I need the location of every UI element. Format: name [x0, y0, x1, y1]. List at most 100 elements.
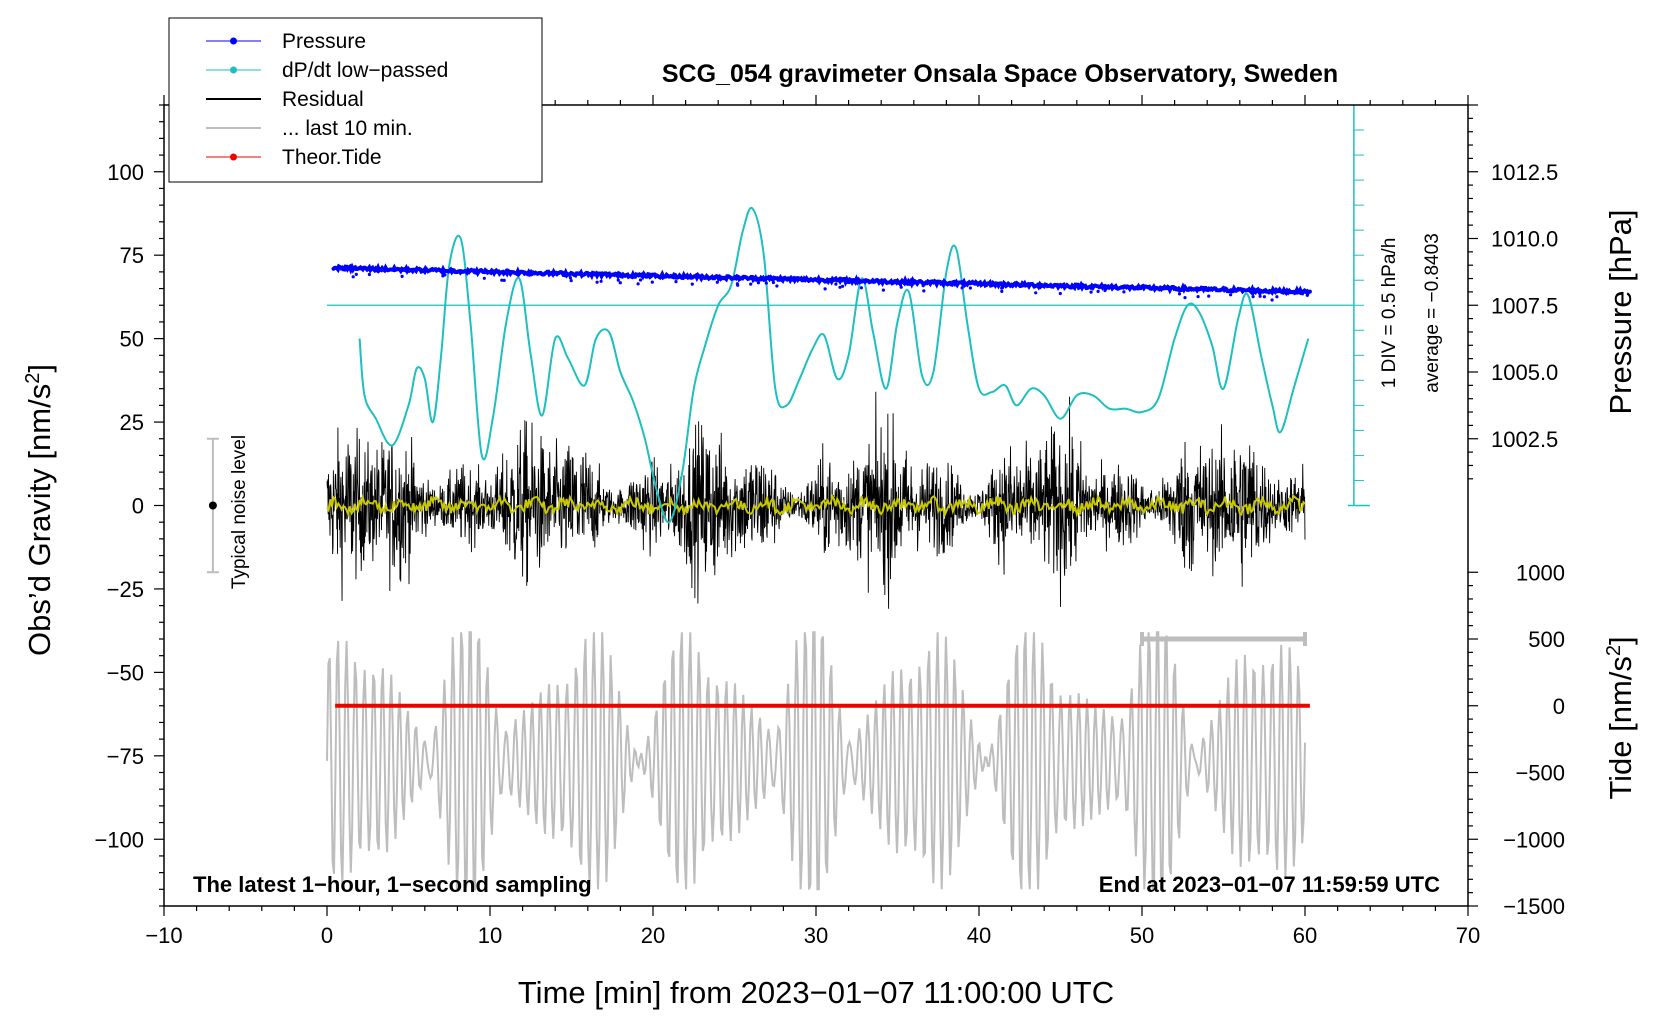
x-tick-label: 20 [641, 923, 665, 948]
gravity-tick-label: −75 [107, 744, 144, 769]
legend-label: Pressure [282, 30, 366, 53]
pressure-point [354, 272, 358, 276]
pressure-point [921, 284, 925, 288]
x-tick-label: 0 [321, 923, 333, 948]
pressure-series [331, 262, 1312, 302]
noise-level-indicator [206, 437, 219, 574]
y-axis-title-tide-sup: 2 [1603, 645, 1625, 656]
pressure-point [735, 282, 740, 286]
legend-swatch-dot [230, 66, 237, 74]
x-tick-label: 10 [478, 923, 502, 948]
last-10-min-bar [1140, 632, 1307, 646]
pressure-point [1258, 294, 1262, 298]
pressure-point [500, 278, 504, 282]
pressure-point [834, 282, 838, 286]
gravity-tick-label: 100 [107, 160, 144, 185]
pressure-point [1089, 290, 1093, 294]
pressure-point [881, 288, 886, 292]
x-tick-label: −10 [145, 923, 182, 948]
pressure-point [1000, 289, 1004, 293]
pressure-point [636, 282, 640, 286]
noise-center-dot [208, 501, 217, 510]
pressure-point [841, 284, 845, 288]
chart-title: SCG_054 gravimeter Onsala Space Observat… [662, 60, 1338, 88]
tide-tick-label: 0 [1553, 694, 1565, 719]
pressure-tick-label: 1002.5 [1491, 427, 1558, 452]
gravity-tick-label: 75 [120, 243, 144, 268]
pressure-point [1096, 289, 1100, 293]
pressure-point [771, 280, 776, 285]
pressure-point [859, 286, 864, 290]
pressure-point [400, 274, 404, 278]
pressure-point [1305, 293, 1309, 297]
pressure-point [749, 282, 753, 286]
y-axis-title-tide: Tide [nm/s2] [1603, 636, 1638, 799]
pressure-point [756, 281, 761, 285]
x-axis-title: Time [min] from 2023−01−07 11:00:00 UTC [518, 975, 1114, 1010]
dpdt-scale-bar [1347, 104, 1370, 507]
residual-smoothed-line [326, 493, 1306, 519]
x-tick-label: 30 [804, 923, 828, 948]
last-10-min-series [326, 631, 1306, 891]
pressure-point [898, 283, 903, 287]
y-axis-title-pressure: Pressure [hPa] [1603, 209, 1638, 414]
gravity-tick-label: 50 [120, 327, 144, 352]
y-axis-title-gravity-sup: 2 [22, 373, 44, 384]
pressure-point [1229, 293, 1233, 297]
pressure-point [441, 274, 445, 278]
pressure-tick-label: 1010.0 [1491, 227, 1558, 252]
pressure-point [1270, 298, 1274, 302]
pressure-tick-label: 1005.0 [1491, 360, 1558, 385]
pressure-point [674, 280, 678, 284]
pressure-point [599, 279, 603, 283]
y-axis-title-tide-main: Tide [nm/s [1603, 656, 1638, 800]
tide-tick-label: −500 [1515, 761, 1565, 786]
pressure-point [1207, 294, 1211, 298]
pressure-tick-label: 1007.5 [1491, 293, 1558, 318]
tide-tick-label: 500 [1528, 627, 1565, 652]
noise-level-label: Typical noise level [229, 435, 250, 589]
y-axis-title-tide-end: ] [1603, 636, 1638, 645]
gravity-tick-label: −50 [107, 660, 144, 685]
gravity-tick-label: −25 [107, 577, 144, 602]
pressure-point [1000, 286, 1004, 290]
pressure-point [1177, 292, 1182, 296]
gravity-tick-label: 0 [132, 494, 144, 519]
legend-swatch-dot [230, 153, 237, 161]
pressure-tick-label: 1012.5 [1491, 160, 1558, 185]
pressure-line [331, 262, 1312, 298]
pressure-point [823, 287, 827, 291]
pressure-point [1258, 291, 1262, 296]
x-tick-label: 70 [1456, 923, 1480, 948]
pressure-point [638, 278, 643, 282]
pressure-point [650, 280, 654, 284]
pressure-point [482, 276, 486, 280]
x-tick-label: 60 [1293, 923, 1317, 948]
y-axis-title-gravity: Obs’d Gravity [nm/s2] [22, 364, 57, 656]
pressure-point [1122, 290, 1126, 294]
pressure-point [1034, 291, 1038, 295]
pressure-point [690, 282, 694, 286]
pressure-point [1275, 295, 1279, 299]
pressure-point [922, 289, 926, 293]
gravity-tick-label: −100 [94, 827, 144, 852]
note-end-time: End at 2023−01−07 11:59:59 UTC [1099, 872, 1440, 897]
legend-label: Residual [282, 88, 364, 111]
x-tick-label: 40 [967, 923, 991, 948]
legend-label: dP/dt low−passed [282, 59, 448, 82]
pressure-point [764, 281, 768, 285]
pressure-point [595, 280, 599, 284]
pressure-point [1196, 295, 1200, 299]
legend-label: ... last 10 min. [282, 117, 413, 140]
pressure-point [838, 285, 842, 289]
pressure-point [1251, 295, 1255, 299]
pressure-point [618, 281, 622, 285]
pressure-point [1262, 295, 1266, 299]
legend-swatch-dot [230, 37, 237, 45]
x-tick-label: 50 [1130, 923, 1154, 948]
pressure-point [367, 272, 371, 277]
pressure-point [569, 279, 573, 283]
dpdt-line [358, 206, 1310, 524]
